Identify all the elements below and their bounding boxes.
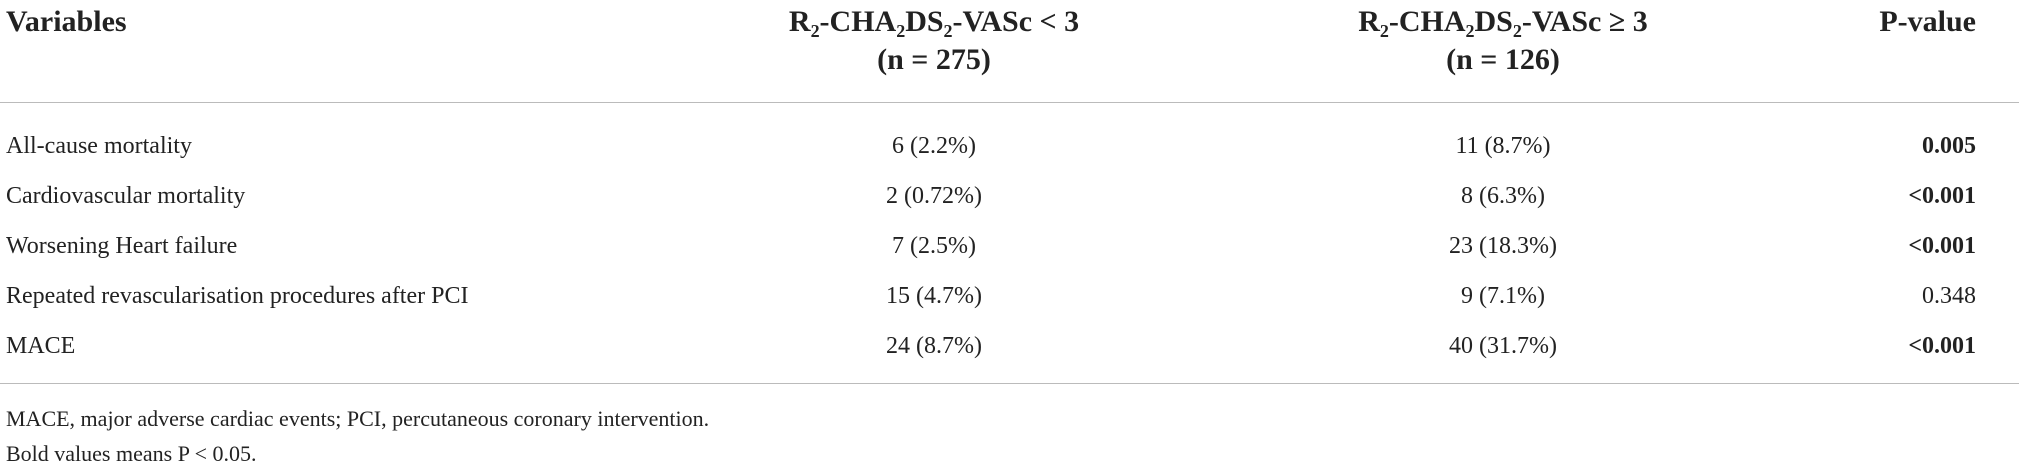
- column-header: R₂-CHA₂DS₂-VASc ≥ 3: [1358, 5, 1648, 38]
- cell: 40 (31.7%): [1449, 333, 1557, 359]
- footnote: MACE, major adverse cardiac events; PCI,…: [6, 406, 710, 431]
- cell: 23 (18.3%): [1449, 233, 1557, 259]
- cell: 11 (8.7%): [1455, 133, 1551, 159]
- row-label: Worsening Heart failure: [6, 233, 238, 259]
- cell: 7 (2.5%): [892, 233, 976, 259]
- cell: 8 (6.3%): [1461, 183, 1545, 209]
- row-label: All-cause mortality: [6, 133, 192, 159]
- cell: <0.001: [1908, 233, 1976, 259]
- row-label: Cardiovascular mortality: [6, 183, 246, 209]
- cell: 9 (7.1%): [1461, 283, 1545, 309]
- header-rule: [0, 102, 2019, 103]
- column-n: (n = 126): [1446, 43, 1560, 76]
- cell: <0.001: [1908, 183, 1976, 209]
- row-label: Repeated revascularisation procedures af…: [6, 283, 469, 309]
- cell: 2 (0.72%): [886, 183, 982, 209]
- column-n: (n = 275): [877, 43, 991, 76]
- cell: <0.001: [1908, 333, 1976, 359]
- cell: 0.348: [1922, 283, 1976, 309]
- table-rule: [0, 383, 2019, 384]
- footnote: Bold values means P < 0.05.: [6, 441, 257, 466]
- cell: 15 (4.7%): [886, 283, 982, 309]
- cell: 0.005: [1922, 133, 1976, 159]
- column-header: R₂-CHA₂DS₂-VASc < 3: [788, 5, 1080, 38]
- column-header: P-value: [1879, 5, 1976, 38]
- cell: 24 (8.7%): [886, 333, 982, 359]
- column-header: Variables: [6, 5, 127, 38]
- row-label: MACE: [6, 333, 76, 359]
- cell: 6 (2.2%): [892, 133, 976, 159]
